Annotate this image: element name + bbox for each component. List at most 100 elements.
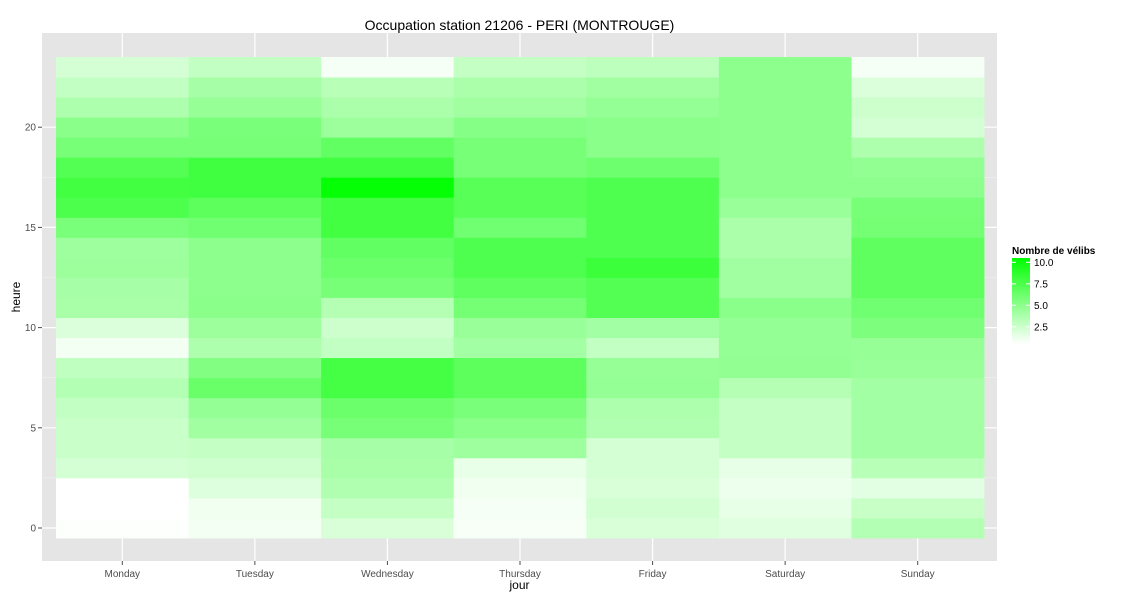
heatmap-cell [586, 357, 720, 379]
heatmap-cell [851, 117, 985, 138]
heatmap-cell [453, 357, 587, 379]
heatmap-cell [188, 517, 322, 539]
heatmap-cell [851, 477, 985, 499]
heatmap-cell [851, 177, 985, 198]
heatmap-cell [851, 237, 985, 258]
x-tick-label: Wednesday [361, 569, 414, 580]
heatmap-cell [851, 297, 985, 318]
heatmap-cell [586, 297, 720, 318]
heatmap-cells [56, 57, 985, 539]
heatmap-cell [453, 237, 587, 258]
heatmap-cell [321, 377, 455, 399]
heatmap-cell [188, 257, 322, 278]
heatmap-cell [321, 177, 455, 198]
heatmap-cell [321, 197, 455, 218]
heatmap-cell [56, 397, 189, 419]
heatmap-cell [453, 117, 587, 138]
heatmap-cell [718, 57, 852, 78]
heatmap-cell [718, 257, 852, 278]
heatmap-cell [851, 257, 985, 278]
heatmap-cell [453, 477, 587, 499]
heatmap-cell [851, 397, 985, 419]
heatmap-cell [718, 117, 852, 138]
heatmap-cell [453, 217, 587, 238]
heatmap-cell [188, 457, 322, 479]
heatmap-cell [851, 97, 985, 118]
heatmap-cell [586, 437, 720, 459]
heatmap-cell [56, 137, 189, 158]
x-axis-title: jour [508, 578, 529, 592]
x-tick-label: Tuesday [236, 569, 274, 580]
heatmap-cell [851, 197, 985, 218]
heatmap-cell [586, 377, 720, 399]
heatmap-cell [453, 137, 587, 158]
heatmap-cell [851, 217, 985, 238]
heatmap-cell [718, 397, 852, 419]
heatmap-cell [718, 137, 852, 158]
heatmap-cell [56, 357, 189, 379]
heatmap-cell [586, 177, 720, 198]
heatmap-cell [586, 457, 720, 479]
heatmap-cell [453, 517, 587, 539]
y-tick-label: 10 [25, 323, 37, 334]
legend-tick-label: 2.5 [1034, 322, 1048, 333]
heatmap-cell [321, 257, 455, 278]
y-tick-label: 20 [25, 123, 37, 134]
legend-ticks: 2.5 5.0 7.5 10.0 [1012, 258, 1054, 333]
heatmap-cell [586, 157, 720, 178]
heatmap-cell [188, 197, 322, 218]
heatmap-cell [56, 77, 189, 98]
heatmap-cell [851, 57, 985, 78]
heatmap-cell [718, 217, 852, 238]
heatmap-cell [718, 337, 852, 359]
heatmap-cell [453, 337, 587, 359]
heatmap-cell [56, 277, 189, 298]
heatmap-cell [453, 157, 587, 178]
heatmap-cell [851, 137, 985, 158]
heatmap-cell [851, 497, 985, 519]
heatmap-cell [718, 97, 852, 118]
heatmap-cell [718, 237, 852, 258]
legend: Nombre de vélibs 2.5 5.0 7.5 10.0 [1012, 246, 1096, 344]
heatmap-cell [321, 417, 455, 439]
heatmap-cell [718, 457, 852, 479]
heatmap-cell [56, 457, 189, 479]
heatmap-cell [321, 337, 455, 359]
heatmap-cell [56, 297, 189, 318]
heatmap-cell [718, 317, 852, 339]
heatmap-cell [851, 277, 985, 298]
heatmap-cell [321, 517, 455, 539]
heatmap-cell [453, 457, 587, 479]
heatmap-cell [188, 397, 322, 419]
legend-colorbar [1012, 258, 1030, 344]
heatmap-cell [188, 377, 322, 399]
legend-tick-label: 5.0 [1034, 301, 1048, 312]
heatmap-cell [56, 517, 189, 539]
heatmap-cell [586, 57, 720, 78]
heatmap-cell [56, 157, 189, 178]
heatmap-cell [851, 357, 985, 379]
heatmap-cell [453, 397, 587, 419]
heatmap-cell [321, 57, 455, 78]
heatmap-cell [718, 277, 852, 298]
heatmap-cell [718, 477, 852, 499]
heatmap-cell [851, 457, 985, 479]
heatmap-cell [56, 57, 189, 78]
heatmap-cell [586, 77, 720, 98]
heatmap-cell [56, 217, 189, 238]
heatmap-cell [321, 437, 455, 459]
heatmap-cell [718, 77, 852, 98]
heatmap-cell [586, 317, 720, 339]
heatmap-cell [453, 277, 587, 298]
heatmap-cell [321, 457, 455, 479]
heatmap-cell [56, 237, 189, 258]
heatmap-cell [586, 517, 720, 539]
heatmap-cell [718, 197, 852, 218]
heatmap-cell [718, 437, 852, 459]
heatmap-cell [586, 197, 720, 218]
y-tick-label: 5 [30, 423, 36, 434]
heatmap-cell [453, 97, 587, 118]
heatmap-cell [56, 197, 189, 218]
heatmap-cell [321, 477, 455, 499]
x-tick-label: Saturday [765, 569, 805, 580]
